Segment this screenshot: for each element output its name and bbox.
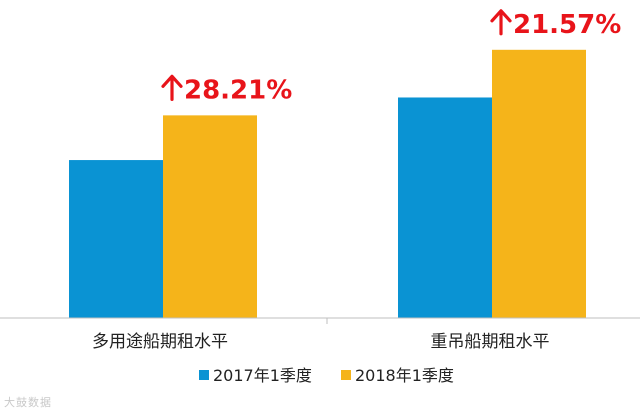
increase-annotation: 28.21% bbox=[161, 74, 292, 105]
category-label: 多用途船期租水平 bbox=[92, 332, 228, 352]
bars-group bbox=[69, 49, 586, 319]
category-label: 重吊船期租水平 bbox=[431, 332, 550, 352]
bar-2017q1-1 bbox=[398, 97, 492, 318]
arrow-up-icon bbox=[490, 9, 512, 36]
bar-2017q1-0 bbox=[69, 160, 163, 318]
arrow-up-icon bbox=[161, 74, 183, 101]
legend-label: 2018年1季度 bbox=[355, 366, 454, 385]
bar-2018q1-0 bbox=[163, 115, 257, 318]
legend-swatch bbox=[341, 370, 351, 380]
bar-2018q1-1 bbox=[492, 49, 586, 319]
legend: 2017年1季度 2018年1季度 bbox=[199, 366, 454, 385]
increase-percent-label: 21.57% bbox=[513, 10, 621, 40]
increase-annotation: 21.57% bbox=[490, 9, 621, 40]
increase-percent-label: 28.21% bbox=[184, 75, 292, 105]
annotations-group: 28.21% 21.57% bbox=[161, 9, 621, 105]
watermark: 大鼓数据 bbox=[4, 396, 52, 409]
legend-label: 2017年1季度 bbox=[213, 366, 312, 385]
legend-swatch bbox=[199, 370, 209, 380]
